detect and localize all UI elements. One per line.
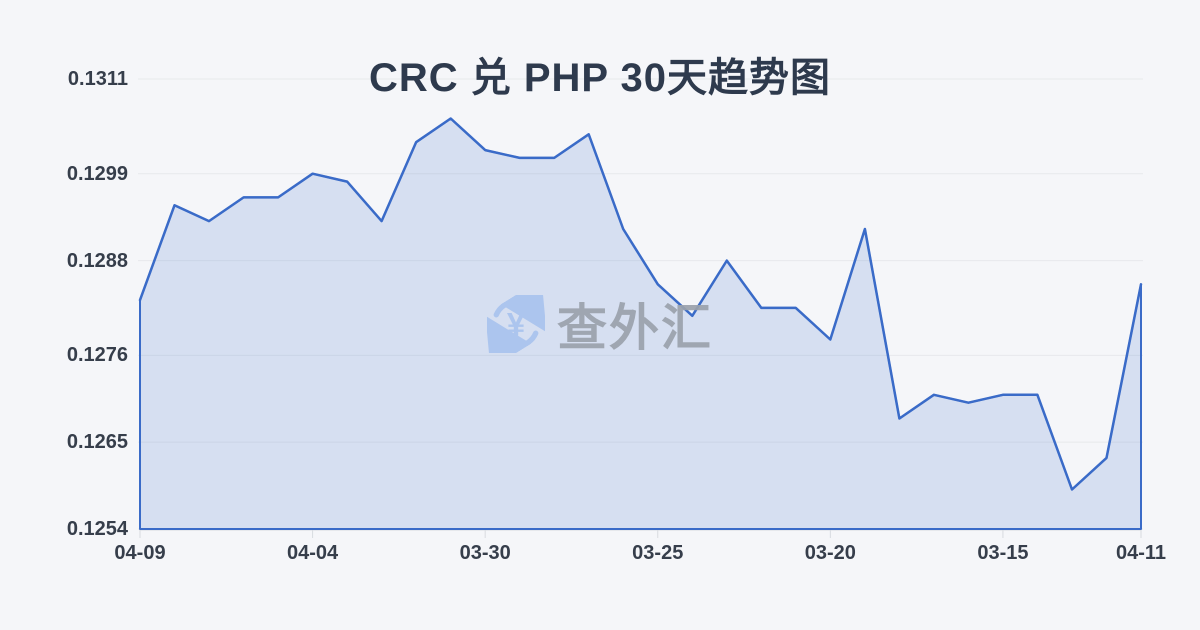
x-axis-label: 03-15 (977, 542, 1029, 564)
series-area (139, 117, 1142, 530)
x-axis-label: 03-20 (804, 542, 856, 564)
series-line (138, 117, 1143, 491)
x-axis-label: 04-11 (1115, 542, 1167, 564)
x-axis-label: 03-25 (632, 542, 684, 564)
x-axis-label: 04-09 (114, 542, 166, 564)
x-axis-label: 04-04 (287, 542, 339, 564)
y-axis-label: 0.1311 (67, 68, 128, 90)
y-axis-label: 0.1288 (66, 249, 128, 272)
y-axis-label: 0.1299 (66, 162, 128, 185)
y-axis-label: 0.1254 (66, 518, 128, 540)
page-title: CRC 兑 PHP 30天趋势图 (368, 55, 831, 100)
y-axis-label: 0.1276 (66, 344, 128, 367)
x-axis-label: 03-30 (459, 542, 511, 564)
y-axis-label: 0.1265 (66, 431, 128, 454)
